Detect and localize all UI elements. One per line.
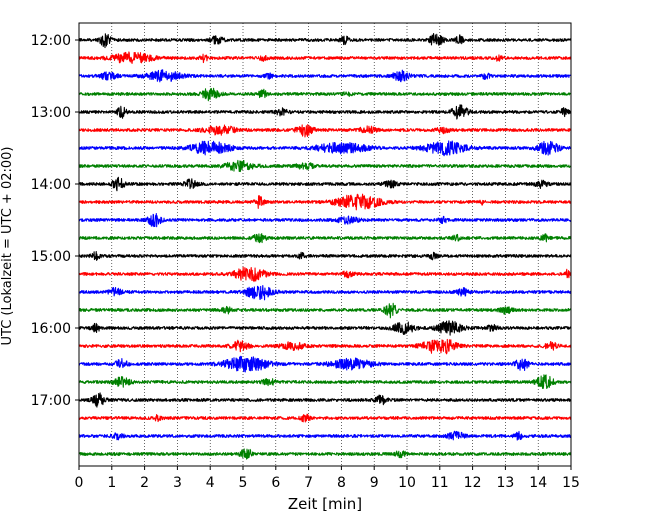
trace-line-1645	[78, 374, 572, 389]
trace-line-1600	[78, 320, 572, 336]
y-tick-label: 13:00	[31, 105, 71, 121]
y-tick-label: 17:00	[31, 393, 71, 409]
trace-line-1300	[78, 104, 572, 120]
x-tick-label: 5	[239, 475, 248, 491]
x-tick-label: 11	[431, 475, 449, 491]
trace-line-1430	[78, 213, 572, 228]
trace-line-1315	[78, 124, 572, 138]
trace-line-1330	[78, 140, 572, 157]
trace-line-1715	[78, 413, 572, 423]
trace-line-1700	[78, 392, 572, 408]
x-tick-label: 12	[464, 475, 482, 491]
traces	[78, 33, 572, 460]
trace-line-1200	[78, 33, 572, 49]
x-tick-label: 8	[337, 475, 346, 491]
x-tick-label: 10	[398, 475, 416, 491]
trace-line-1630	[78, 355, 572, 373]
trace-line-1245	[78, 87, 572, 102]
x-tick-label: 9	[370, 475, 379, 491]
trace-line-1545	[78, 302, 572, 319]
trace-line-1745	[78, 448, 572, 460]
x-tick-label: 13	[496, 475, 514, 491]
trace-line-1215	[78, 51, 572, 64]
trace-line-1400	[78, 176, 572, 192]
x-tick-label: 1	[107, 475, 116, 491]
y-tick-label: 16:00	[31, 321, 71, 337]
x-axis-label: Zeit [min]	[288, 495, 362, 513]
x-tick-label: 0	[75, 475, 84, 491]
trace-line-1415	[78, 193, 572, 211]
x-tick-label: 14	[529, 475, 547, 491]
trace-line-1730	[78, 430, 572, 441]
x-tick-label: 7	[304, 475, 313, 491]
x-tick-label: 4	[206, 475, 215, 491]
gridlines	[111, 23, 539, 466]
trace-line-1345	[78, 159, 572, 173]
y-tick-label: 12:00	[31, 33, 71, 49]
x-tick-label: 6	[271, 475, 280, 491]
trace-line-1500	[78, 250, 572, 261]
plot-frame	[78, 22, 572, 467]
y-tick-label: 14:00	[31, 177, 71, 193]
ticks: 0 1 2 3 4 5 6 7 8 9 10 11 12 13 14 1512:0013:0014:0015:…	[31, 33, 580, 491]
trace-line-1615	[78, 338, 572, 355]
trace-line-1530	[78, 285, 572, 301]
trace-line-1230	[78, 69, 572, 83]
y-axis-label: UTC (Lokalzeit = UTC + 02:00)	[0, 147, 15, 346]
x-tick-label: 2	[140, 475, 149, 491]
y-tick-label: 15:00	[31, 249, 71, 265]
trace-line-1515	[78, 266, 572, 283]
x-tick-label: 15	[562, 475, 580, 491]
x-tick-label: 3	[173, 475, 182, 491]
trace-line-1445	[78, 233, 572, 244]
